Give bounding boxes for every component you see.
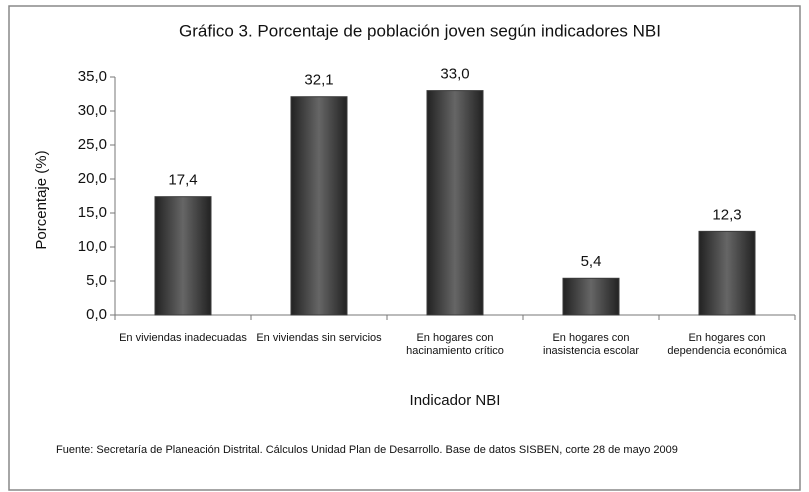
data-label: 12,3: [712, 206, 741, 223]
x-tick-label: En hogares con dependencia económica: [667, 332, 787, 357]
x-tick-label: En viviendas sin servicios: [256, 332, 382, 344]
y-tick-label: 25,0: [78, 136, 107, 153]
chart-title: Gráfico 3. Porcentaje de población joven…: [179, 21, 661, 40]
y-axis-label: Porcentaje (%): [33, 150, 50, 249]
data-label: 17,4: [168, 172, 197, 189]
source-note: Fuente: Secretaría de Planeación Distrit…: [56, 444, 678, 456]
bar: [698, 230, 756, 316]
y-tick-label: 5,0: [86, 272, 107, 289]
bar: [426, 90, 484, 316]
y-tick-label: 0,0: [86, 306, 107, 323]
x-tick-label: En hogares con hacinamiento crítico: [406, 332, 504, 357]
y-tick-label: 20,0: [78, 170, 107, 187]
data-label: 33,0: [440, 66, 469, 83]
x-tick-label: En viviendas inadecuadas: [119, 332, 247, 344]
data-label: 32,1: [304, 72, 333, 89]
y-tick-label: 35,0: [78, 68, 107, 85]
bar: [154, 196, 212, 316]
bar: [562, 277, 620, 316]
x-tick-label: En hogares con inasistencia escolar: [543, 332, 639, 357]
y-tick-label: 30,0: [78, 102, 107, 119]
frame: [8, 5, 801, 491]
x-axis-label: Indicador NBI: [410, 392, 501, 409]
data-label: 5,4: [581, 253, 602, 270]
bar: [290, 96, 348, 316]
y-tick-label: 15,0: [78, 204, 107, 221]
y-tick-label: 10,0: [78, 238, 107, 255]
